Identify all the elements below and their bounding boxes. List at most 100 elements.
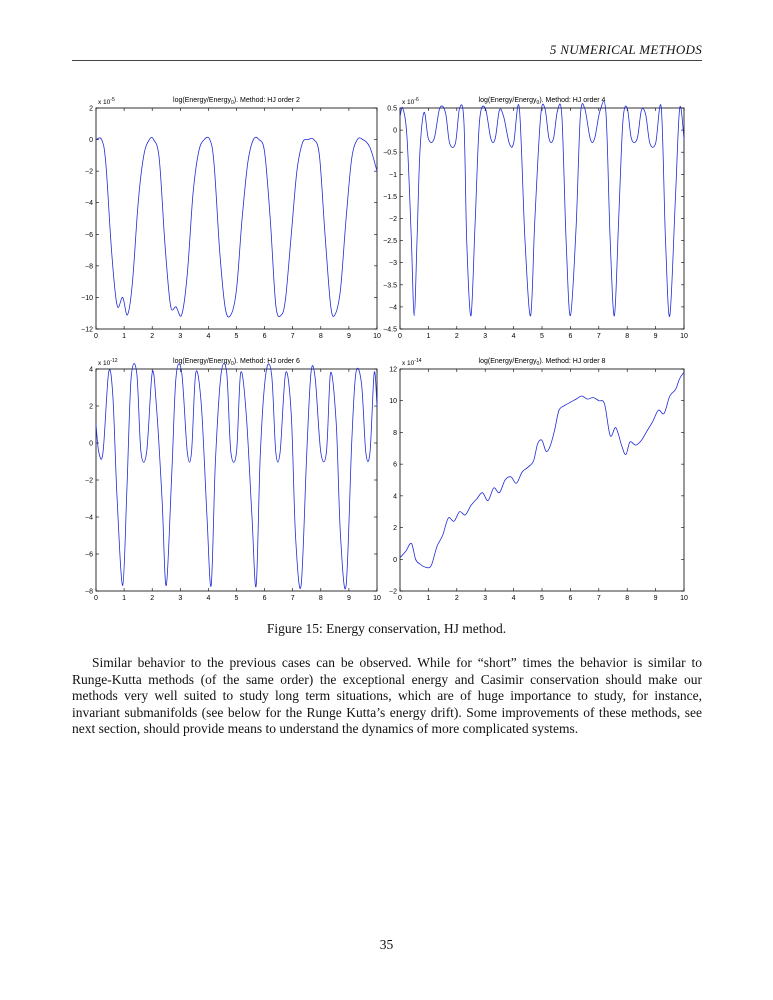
x-tick-label: 3 (178, 595, 182, 602)
y-tick-label: −1 (389, 172, 397, 179)
y-tick-label: 12 (389, 367, 397, 374)
y-tick-label: −8 (85, 263, 93, 270)
x-tick-label: 4 (512, 333, 516, 340)
x-tick-label: 3 (483, 333, 487, 340)
y-tick-label: 0 (89, 137, 93, 144)
y-tick-label: 6 (393, 462, 397, 469)
plot-frame (95, 107, 378, 330)
x-tick-label: 9 (654, 595, 658, 602)
x-tick-label: 8 (625, 595, 629, 602)
x-tick-label: 4 (206, 333, 210, 340)
x-tick-label: 8 (625, 333, 629, 340)
energy-series-line (399, 100, 685, 317)
plot-title: log(Energy/Energy0). Method: HJ order 4 (479, 97, 606, 106)
y-tick-label: 0 (89, 441, 93, 448)
x-tick-label: 4 (206, 595, 210, 602)
y-tick-label: −2 (85, 169, 93, 176)
plot-title: log(Energy/Energy0). Method: HJ order 2 (173, 97, 300, 106)
axis-exponent-label: x 10-6 (402, 97, 419, 106)
x-tick-label: 5 (540, 333, 544, 340)
y-tick-label: 10 (389, 398, 397, 405)
plot-title: log(Energy/Energy0). Method: HJ order 6 (173, 358, 300, 367)
figure-15: 0 1 2 3 4 5 6 7 8 9 10 −12 −10 −8 −6 −4 −2 0 2 x 10-5 log(En… (60, 85, 720, 605)
figure-caption: Figure 15: Energy conservation, HJ metho… (266, 621, 507, 636)
y-tick-label: −6 (85, 232, 93, 239)
x-tick-label: 0 (398, 595, 402, 602)
axis-exponent-label: x 10-12 (98, 358, 118, 367)
y-tick-label: −4 (85, 515, 93, 522)
y-tick-label: 0.5 (387, 106, 397, 113)
y-tick-label: −2.5 (383, 238, 397, 245)
x-tick-label: 7 (597, 333, 601, 340)
axis-exponent-label: x 10-14 (402, 358, 422, 367)
x-tick-label: 6 (263, 595, 267, 602)
x-tick-label: 2 (150, 333, 154, 340)
y-tick-label: 4 (393, 493, 397, 500)
x-tick-label: 6 (263, 333, 267, 340)
x-tick-label: 10 (680, 595, 688, 602)
y-tick-label: 4 (89, 367, 93, 374)
x-tick-label: 9 (347, 333, 351, 340)
y-tick-label: 0 (393, 128, 397, 135)
axis-exponent-label: x 10-5 (98, 97, 115, 106)
plot-frame (399, 107, 685, 330)
y-tick-label: 2 (89, 404, 93, 411)
x-tick-label: 2 (455, 595, 459, 602)
x-tick-label: 5 (235, 595, 239, 602)
body-paragraph: Similar behavior to the previous cases c… (72, 655, 702, 737)
y-tick-label: 2 (89, 106, 93, 113)
y-tick-label: −12 (81, 327, 93, 334)
y-tick-label: −3.5 (383, 282, 397, 289)
plot-title: log(Energy/Energy0). Method: HJ order 8 (479, 358, 606, 367)
y-tick-label: −1.5 (383, 194, 397, 201)
x-tick-label: 3 (483, 595, 487, 602)
x-tick-label: 0 (94, 333, 98, 340)
x-tick-label: 1 (426, 333, 430, 340)
y-tick-label: −4.5 (383, 327, 397, 334)
x-tick-label: 5 (235, 333, 239, 340)
x-tick-label: 4 (512, 595, 516, 602)
x-tick-label: 7 (291, 595, 295, 602)
x-tick-label: 3 (178, 333, 182, 340)
x-tick-label: 8 (319, 333, 323, 340)
x-tick-label: 6 (568, 595, 572, 602)
x-tick-label: 9 (654, 333, 658, 340)
x-tick-label: 2 (150, 595, 154, 602)
energy-series-line (399, 371, 685, 569)
page-number: 35 (379, 937, 394, 952)
y-tick-label: −6 (85, 552, 93, 559)
x-tick-label: 1 (122, 595, 126, 602)
plot-panel-2: 0 1 2 3 4 5 6 7 8 9 10 −4.5 −4 −3.5 −3 −2.5 −2 −1.5 −1 −0.5… (383, 97, 688, 340)
y-tick-label: −2 (85, 478, 93, 485)
energy-series-line (95, 136, 378, 318)
x-tick-label: 0 (398, 333, 402, 340)
y-tick-label: −2 (389, 216, 397, 223)
y-tick-label: 2 (393, 525, 397, 532)
x-tick-label: 10 (373, 333, 381, 340)
section-heading: 5 NUMERICAL METHODS (549, 42, 702, 57)
y-tick-label: −2 (389, 589, 397, 596)
y-tick-label: −3 (389, 260, 397, 267)
plot-panel-3: 0 1 2 3 4 5 6 7 8 9 10 −8 −6 −4 −2 0 2 4 x 10-12 log(Energy… (85, 358, 381, 602)
x-tick-label: 1 (122, 333, 126, 340)
x-tick-label: 10 (373, 595, 381, 602)
y-tick-label: −4 (389, 304, 397, 311)
y-tick-label: −8 (85, 589, 93, 596)
plot-frame (399, 368, 685, 592)
y-tick-label: −10 (81, 295, 93, 302)
x-tick-label: 1 (426, 595, 430, 602)
y-tick-label: 8 (393, 430, 397, 437)
running-header: 5 NUMERICAL METHODS (72, 40, 702, 61)
x-tick-label: 6 (568, 333, 572, 340)
plot-panel-1: 0 1 2 3 4 5 6 7 8 9 10 −12 −10 −8 −6 −4 −2 0 2 x 10-5 log(En… (81, 97, 381, 340)
y-tick-label: −4 (85, 200, 93, 207)
x-tick-label: 7 (597, 595, 601, 602)
x-tick-label: 5 (540, 595, 544, 602)
energy-series-line (95, 362, 378, 590)
x-tick-label: 7 (291, 333, 295, 340)
x-tick-label: 0 (94, 595, 98, 602)
x-tick-label: 10 (680, 333, 688, 340)
y-tick-label: −0.5 (383, 150, 397, 157)
